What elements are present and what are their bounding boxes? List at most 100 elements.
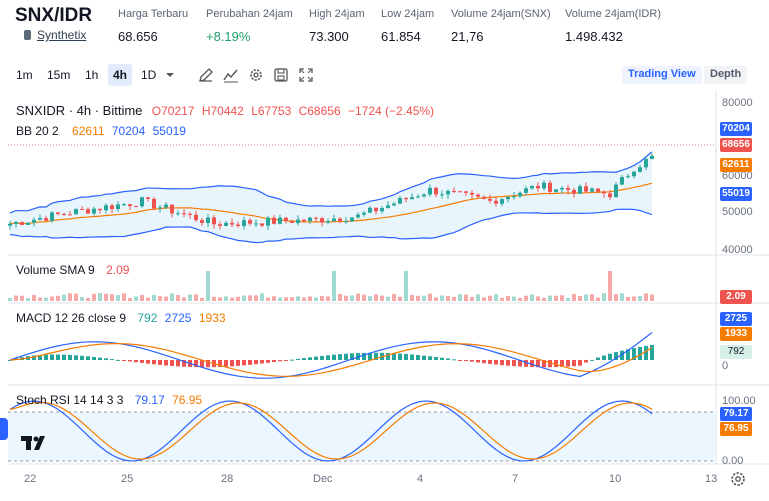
macd-tag: 2725 xyxy=(720,312,752,326)
macd-hist-bar xyxy=(74,355,78,360)
fullscreen-icon[interactable] xyxy=(298,67,314,83)
macd-hist-bar xyxy=(116,360,120,361)
volume-bar xyxy=(506,296,510,301)
stoch-d-value: 76.95 xyxy=(172,393,202,407)
candle-body xyxy=(134,206,138,207)
macd-hist-bar xyxy=(590,360,594,361)
macd-hist-bar xyxy=(326,355,330,360)
volume-bar xyxy=(266,298,270,301)
macd-hist-value: 792 xyxy=(137,311,157,325)
volume-bar xyxy=(560,295,564,301)
candle-body xyxy=(608,193,612,197)
macd-hist-bar xyxy=(110,359,114,360)
save-icon[interactable] xyxy=(273,67,289,83)
interval-1d[interactable]: 1D xyxy=(141,68,156,82)
volume-bar xyxy=(194,294,198,301)
interval-4h[interactable]: 4h xyxy=(113,68,127,82)
candle-body xyxy=(218,224,222,226)
stat-label: Low 24jam xyxy=(381,8,434,20)
candle-body xyxy=(596,189,600,192)
candle-body xyxy=(38,218,42,220)
volume-bar xyxy=(236,297,240,301)
volume-bar xyxy=(20,296,24,301)
macd-hist-bar xyxy=(578,360,582,366)
chart-settings-icon[interactable] xyxy=(730,471,746,487)
chevron-down-icon[interactable] xyxy=(165,71,175,79)
macd-hist-bar xyxy=(434,357,438,360)
candle-body xyxy=(278,218,282,224)
coin-name-link[interactable]: Synthetix xyxy=(24,28,86,42)
indicator-icon[interactable] xyxy=(223,67,239,83)
volume-bar xyxy=(644,293,648,301)
stoch-bottom-tick: 0.00 xyxy=(722,455,743,467)
macd-hist-bar xyxy=(248,360,252,365)
draw-icon[interactable] xyxy=(198,67,214,83)
candle-body xyxy=(488,199,492,201)
candle-body xyxy=(368,208,372,213)
candle-body xyxy=(548,183,552,192)
price-tick: 80000 xyxy=(722,97,753,109)
candle-body xyxy=(428,188,432,195)
candle-body xyxy=(68,214,72,215)
volume-bar xyxy=(182,297,186,301)
volume-bar xyxy=(530,294,534,301)
price-chart[interactable] xyxy=(0,90,769,501)
macd-hist-bar xyxy=(284,360,288,361)
volume-bar xyxy=(176,295,180,301)
volume-bar xyxy=(272,296,276,301)
candle-body xyxy=(272,218,276,224)
gear-icon[interactable] xyxy=(248,67,264,83)
volume-bar xyxy=(122,293,126,301)
macd-hist-bar xyxy=(158,360,162,365)
bb-lower-tag: 55019 xyxy=(720,187,752,201)
candle-body xyxy=(362,213,366,215)
volume-bar xyxy=(116,295,120,301)
tab-trading-view[interactable]: Trading View xyxy=(622,66,702,84)
volume-bar xyxy=(626,297,630,301)
candle-body xyxy=(476,195,480,197)
volume-bar xyxy=(128,298,132,301)
volume-bar xyxy=(548,296,552,301)
interval-1m[interactable]: 1m xyxy=(16,68,33,82)
coin-name[interactable]: Synthetix xyxy=(37,28,86,42)
macd-hist-bar xyxy=(104,358,108,360)
volume-bar xyxy=(638,296,642,301)
volume-bar xyxy=(500,298,504,301)
macd-hist-bar xyxy=(92,357,96,360)
candle-body xyxy=(230,223,234,225)
volume-bar xyxy=(650,295,654,301)
candle-body xyxy=(20,222,24,225)
interval-15m[interactable]: 15m xyxy=(47,68,70,82)
volume-bar xyxy=(308,296,312,301)
candle-body xyxy=(650,156,654,159)
tab-depth[interactable]: Depth xyxy=(704,66,747,84)
interval-1h[interactable]: 1h xyxy=(85,68,98,82)
macd-hist-bar xyxy=(422,356,426,360)
macd-hist-bar xyxy=(644,346,648,360)
candle-body xyxy=(242,220,246,226)
macd-hist-bar xyxy=(428,356,432,360)
candle-body xyxy=(344,221,348,222)
volume-bar xyxy=(44,298,48,301)
volume-bar xyxy=(620,293,624,301)
candle-body xyxy=(458,191,462,192)
bb-lower-value: 55019 xyxy=(153,124,186,138)
volume-bar xyxy=(50,296,54,301)
volume-bar xyxy=(356,294,360,301)
candle-body xyxy=(566,188,570,190)
volume-bar xyxy=(428,294,432,301)
candle-body xyxy=(356,215,360,218)
candle-body xyxy=(590,189,594,192)
volume-value: 2.09 xyxy=(106,263,129,277)
candle-body xyxy=(416,196,420,197)
candle-body xyxy=(56,212,60,213)
candle-body xyxy=(152,199,156,209)
candle-body xyxy=(62,214,66,215)
side-panel-handle[interactable] xyxy=(0,418,8,440)
pair-title: SNX/IDR xyxy=(15,5,92,27)
macd-hist-bar xyxy=(86,356,90,360)
candle-body xyxy=(296,220,300,224)
volume-bar xyxy=(290,297,294,301)
candle-body xyxy=(554,189,558,192)
macd-hist-bar xyxy=(650,345,654,360)
